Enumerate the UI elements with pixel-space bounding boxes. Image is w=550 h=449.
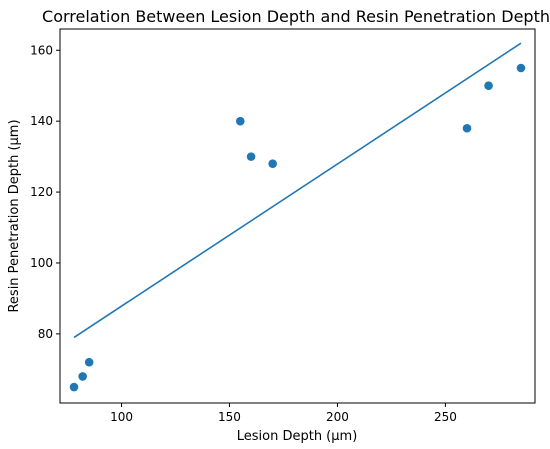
x-tick-label: 250 (434, 410, 457, 424)
data-point-8 (516, 63, 526, 73)
y-axis: 80 100 120 140 160 (30, 43, 60, 341)
data-point-2 (84, 357, 94, 367)
data-point-1 (78, 372, 87, 381)
x-tick-label: 200 (326, 410, 349, 424)
y-tick-label: 160 (30, 43, 53, 57)
data-point-3 (235, 116, 245, 126)
x-tick-label: 100 (110, 410, 133, 424)
data-point-5 (268, 159, 277, 169)
trend-line (73, 42, 522, 339)
axes-frame (59, 28, 536, 404)
x-axis-label: Lesion Depth (μm) (237, 429, 358, 444)
y-tick-label: 120 (30, 185, 53, 199)
data-point-4 (246, 152, 256, 161)
plot-area (69, 42, 526, 392)
y-tick-label: 80 (38, 327, 53, 341)
data-point-6 (462, 123, 472, 133)
chart-title: Correlation Between Lesion Depth and Res… (42, 7, 550, 26)
y-axis-label: Resin Penetration Depth (μm) (7, 119, 22, 312)
x-axis: 100 150 200 250 (110, 403, 457, 424)
data-point-7 (484, 81, 493, 91)
y-tick-label: 100 (30, 256, 53, 270)
x-tick-label: 150 (218, 410, 241, 424)
y-tick-label: 140 (30, 114, 53, 128)
data-point-0 (69, 382, 79, 392)
